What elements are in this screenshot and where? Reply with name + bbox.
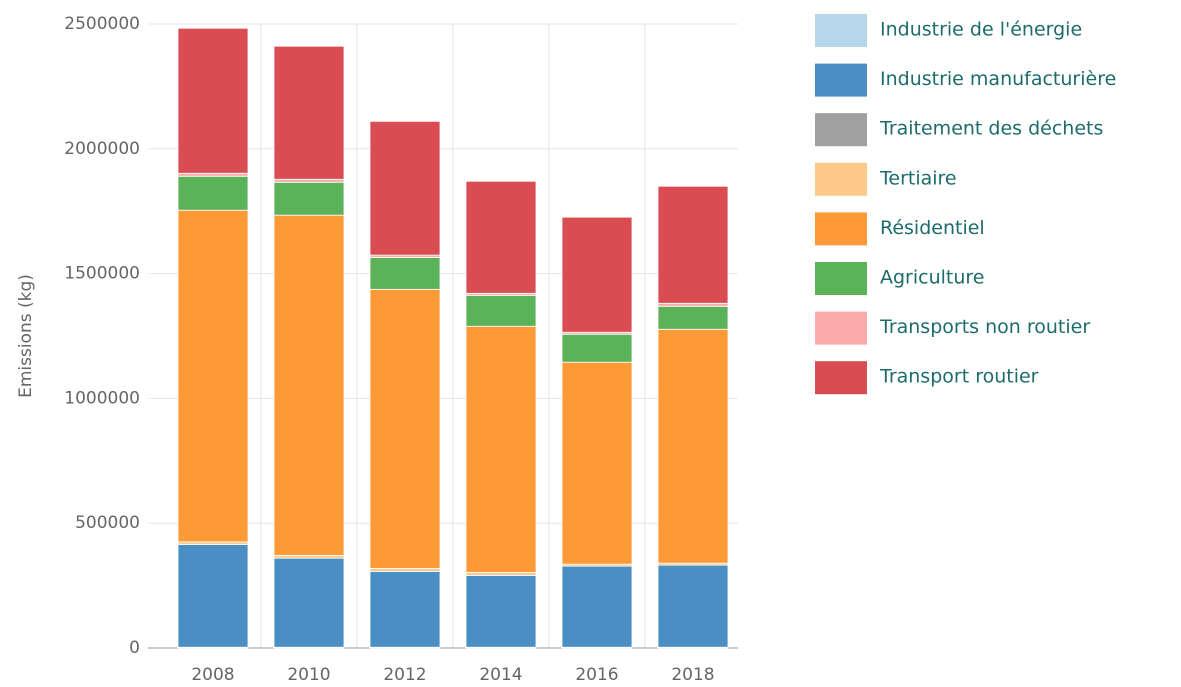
bar-segment (369, 120, 441, 256)
x-tick-label: 2008 (191, 665, 234, 685)
legend-swatch (815, 63, 867, 97)
legend-swatch (815, 361, 867, 395)
bar-segment (561, 216, 633, 333)
x-tick-label: 2012 (383, 665, 426, 685)
x-tick-label: 2018 (671, 665, 714, 685)
x-tick-label: 2014 (479, 665, 522, 685)
bar-segment (561, 565, 633, 648)
legend-swatch (815, 162, 867, 196)
bar-segment (177, 172, 249, 177)
bar-segment (657, 328, 729, 564)
bar-segment (177, 544, 249, 648)
x-tick-label: 2010 (287, 665, 330, 685)
y-axis-label: Emissions (kg) (16, 274, 36, 398)
bar-segment (465, 180, 537, 294)
bar-segment (561, 333, 633, 363)
legend-label: Traitement des déchets (879, 118, 1103, 140)
legend-swatch (815, 311, 867, 345)
bar-segment (369, 256, 441, 290)
legend-swatch (815, 262, 867, 295)
bar-segment (465, 325, 537, 573)
legend-swatch (815, 113, 867, 147)
legend-label: Tertiaire (879, 167, 957, 189)
bar-segment (273, 45, 345, 180)
bar-segment (273, 181, 345, 216)
y-tick-label: 0 (129, 638, 140, 658)
bar-segment (273, 178, 345, 183)
bar-segment (657, 564, 729, 648)
legend-label: Industrie manufacturière (880, 68, 1116, 90)
legend-swatch (815, 14, 867, 47)
legend-label: Transport routier (879, 366, 1039, 388)
bar-segment (369, 570, 441, 648)
legend-label: Résidentiel (880, 217, 985, 239)
bar-segment (369, 288, 441, 569)
bar-segment (273, 554, 345, 559)
y-tick-label: 2000000 (64, 139, 140, 159)
bar-segment (273, 557, 345, 648)
bar-segment (177, 175, 249, 211)
bar-segment (561, 361, 633, 565)
y-tick-label: 2500000 (64, 14, 140, 34)
legend-label: Industrie de l'énergie (880, 19, 1082, 41)
bar-segment (465, 571, 537, 576)
bar-segment (177, 209, 249, 543)
y-tick-label: 1000000 (64, 388, 140, 408)
y-tick-label: 500000 (75, 513, 140, 533)
bar-segment (177, 27, 249, 174)
legend-swatch (815, 212, 867, 246)
y-tick-label: 1500000 (64, 264, 140, 284)
bar-segment (273, 214, 345, 556)
bar-segment (657, 305, 729, 330)
bar-segment (465, 574, 537, 648)
bar-segment (369, 567, 441, 572)
legend-label: Transports non routier (879, 316, 1090, 338)
bar-segment (465, 294, 537, 327)
bar-segment (657, 185, 729, 304)
legend-label: Agriculture (880, 267, 985, 289)
x-tick-label: 2016 (575, 665, 618, 685)
bar-segment (657, 302, 729, 307)
